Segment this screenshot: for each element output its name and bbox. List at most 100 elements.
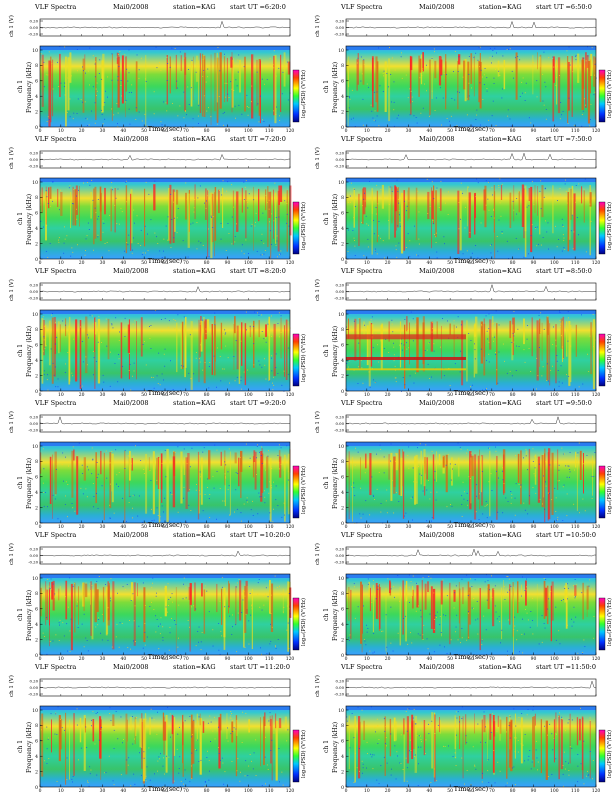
spectrogram-streak xyxy=(176,189,179,205)
spectrogram-streak xyxy=(379,587,381,629)
spectrogram-speckle xyxy=(208,366,210,367)
x-axis-label: Time (sec) xyxy=(148,257,183,264)
spectrogram-speckle xyxy=(94,76,96,78)
spectrogram-speckle xyxy=(163,379,164,381)
waveform-tick-label: -0.20 xyxy=(334,164,344,169)
spectrogram-speckle xyxy=(423,464,425,465)
spectrogram-speckle xyxy=(417,190,419,192)
spectrogram-speckle xyxy=(93,506,94,508)
spectrogram-speckle xyxy=(390,733,392,735)
spectrogram-streak xyxy=(388,58,391,122)
spectrogram-speckle xyxy=(347,740,349,742)
spectrogram-streak xyxy=(555,324,557,384)
spectrogram-speckle xyxy=(208,759,210,761)
spectrogram-speckle xyxy=(157,711,158,713)
spectrogram-streak xyxy=(576,456,578,511)
spectrogram-speckle xyxy=(400,763,402,764)
spectrogram-speckle xyxy=(495,611,497,613)
spectrogram-speckle xyxy=(107,639,109,641)
spectrogram-speckle xyxy=(195,71,197,73)
spectrogram-speckle xyxy=(353,320,355,322)
spectrogram-speckle xyxy=(544,188,546,190)
spectrogram-speckle xyxy=(275,353,277,355)
spectrogram-speckle xyxy=(160,70,162,72)
spectrogram-streak xyxy=(197,451,200,520)
spectrogram-speckle xyxy=(473,598,475,599)
spectrogram-speckle xyxy=(461,757,463,759)
spectrogram-speckle xyxy=(271,626,273,628)
spectrogram-speckle xyxy=(530,122,532,124)
spectrogram-streak xyxy=(269,580,271,614)
spectrogram-speckle xyxy=(431,181,433,183)
spectrogram-speckle xyxy=(488,353,490,355)
spectrogram-speckle xyxy=(283,502,285,504)
spectrogram-streak xyxy=(408,187,410,219)
spectrogram-streak xyxy=(149,717,151,735)
spectrogram-speckle xyxy=(382,630,384,632)
spectrogram-speckle xyxy=(412,717,414,719)
spectrogram-speckle xyxy=(410,497,412,499)
spectrogram-speckle xyxy=(566,374,567,376)
spectrogram-speckle xyxy=(516,198,518,199)
spectrogram-speckle xyxy=(576,217,578,218)
waveform-tick-label: -0.20 xyxy=(28,560,38,565)
spectrogram-streak xyxy=(219,52,222,109)
spectrogram-speckle xyxy=(259,451,260,453)
spectrogram-speckle xyxy=(82,101,83,103)
spectrogram-speckle xyxy=(471,87,472,89)
spectrogram-speckle xyxy=(461,516,463,517)
spectrogram-speckle xyxy=(569,469,571,470)
spectrogram-speckle xyxy=(428,723,429,725)
spectrogram-streak xyxy=(130,582,134,601)
spectrogram-streak xyxy=(393,456,396,494)
spectrogram-streak xyxy=(280,317,282,359)
spectrogram-speckle xyxy=(355,447,356,449)
spectrogram-speckle xyxy=(498,324,500,326)
spectrogram-speckle xyxy=(208,387,210,389)
spectrogram-speckle xyxy=(52,88,54,90)
spectrogram-speckle xyxy=(359,513,361,515)
spectrogram-speckle xyxy=(428,342,430,344)
spectrogram-speckle xyxy=(279,254,280,256)
spectrogram-speckle xyxy=(480,222,482,224)
spectrogram-speckle xyxy=(164,348,166,350)
spectrogram-streak xyxy=(501,587,503,640)
channel-label: ch 1 xyxy=(323,476,330,489)
spectrogram-speckle xyxy=(482,76,483,78)
spectrogram-speckle xyxy=(379,85,381,87)
x-tick-label: 40 xyxy=(120,128,126,132)
spectrogram-speckle xyxy=(174,48,176,49)
spectrogram-speckle xyxy=(434,619,436,620)
spectrogram-streak xyxy=(431,712,434,769)
spectrogram-speckle xyxy=(149,606,151,607)
spectrogram-streak xyxy=(216,52,218,103)
spectrogram-speckle xyxy=(540,208,542,210)
header-date: Mai0/2008 xyxy=(419,531,454,539)
spectrogram-speckle xyxy=(59,624,60,626)
spectrogram-streak xyxy=(363,187,366,215)
spectrogram-streak xyxy=(569,325,572,383)
spectrogram-speckle xyxy=(161,462,163,464)
spectrogram-speckle xyxy=(559,480,560,482)
spectrogram-streak xyxy=(457,457,460,477)
spectrogram-streak xyxy=(214,316,216,376)
spectrogram-speckle xyxy=(153,719,155,721)
spectrogram-speckle xyxy=(438,207,440,208)
spectrogram-speckle xyxy=(483,615,485,617)
spectrogram-speckle xyxy=(419,735,421,737)
waveform-tick-label: 0.00 xyxy=(336,157,345,162)
spectrogram-speckle xyxy=(180,780,182,782)
spectrogram-streak xyxy=(363,321,365,335)
spectrogram-speckle xyxy=(109,597,111,599)
x-tick-label: 120 xyxy=(592,656,601,660)
spectrogram-speckle xyxy=(457,442,459,444)
spectrogram-speckle xyxy=(589,203,591,205)
spectrogram-speckle xyxy=(183,497,184,499)
spectrogram-streak xyxy=(222,187,224,228)
spectrogram-speckle xyxy=(228,97,230,98)
spectrogram-speckle xyxy=(476,495,477,497)
spectrogram-speckle xyxy=(144,605,146,606)
spectrogram-speckle xyxy=(383,348,385,349)
spectrogram-speckle xyxy=(128,49,130,51)
spectrogram-speckle xyxy=(418,466,419,467)
